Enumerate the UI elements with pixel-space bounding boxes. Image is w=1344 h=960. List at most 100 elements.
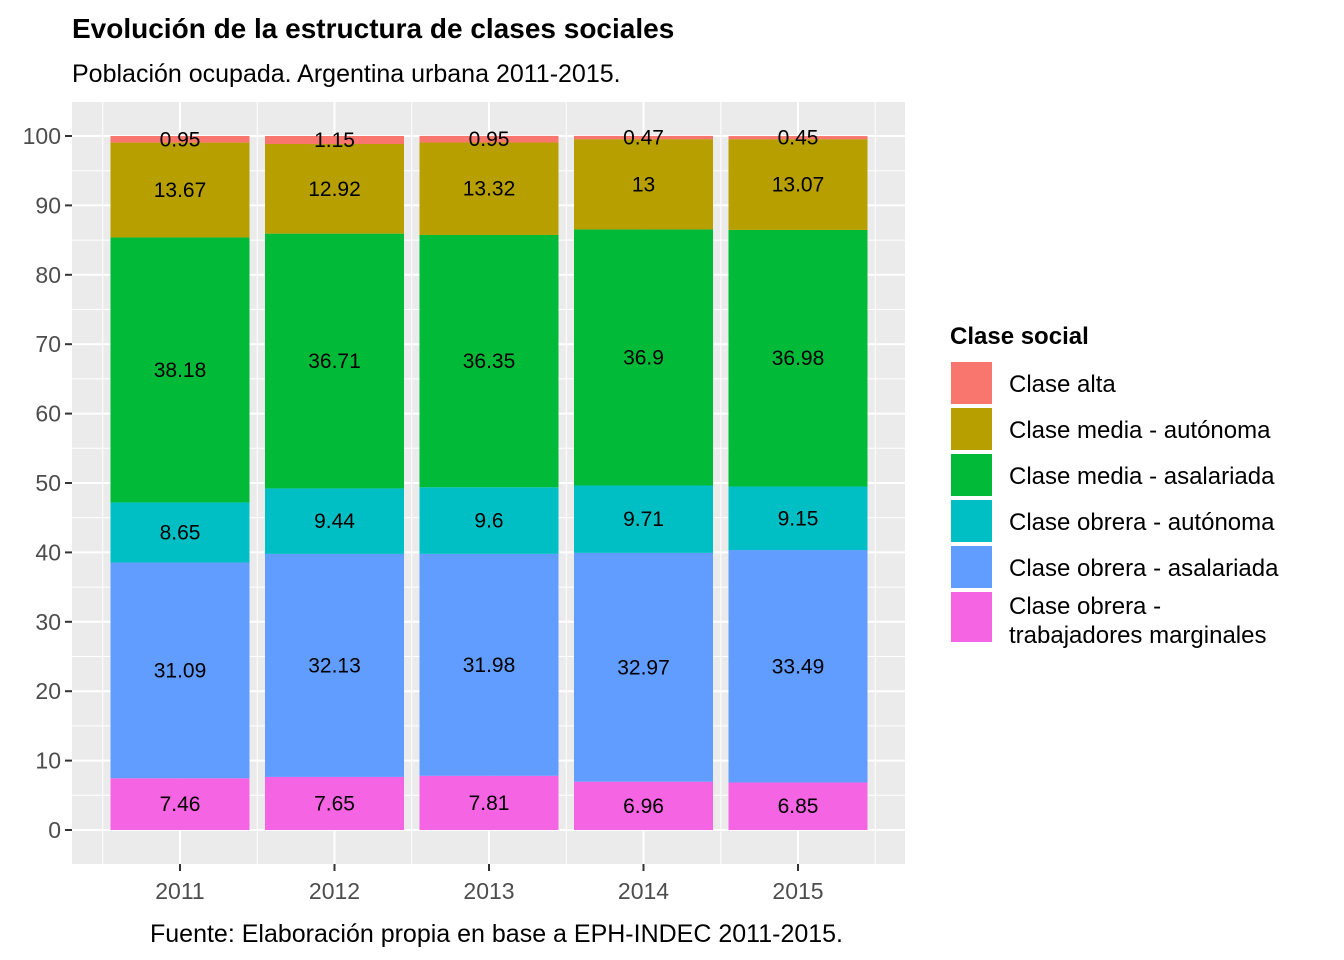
data-label: 9.15	[778, 507, 819, 530]
bar-segment	[728, 486, 868, 551]
x-tick-label: 2014	[618, 878, 669, 904]
legend-item: Clase obrera - asalariada	[949, 544, 1279, 590]
data-label: 33.49	[772, 655, 825, 678]
bar-segment	[110, 778, 250, 830]
data-label: 0.95	[160, 128, 201, 151]
bar-segment	[728, 136, 868, 140]
chart-title: Evolución de la estructura de clases soc…	[72, 13, 674, 44]
bar-segment	[419, 553, 559, 776]
legend-item: Clase obrera - autónoma	[949, 498, 1275, 544]
y-axis: 0 10 20 30 40 50 60 70 80 90 100	[23, 123, 72, 843]
bar-segment	[265, 776, 404, 830]
legend-item: Clase alta	[949, 360, 1116, 406]
chart-subtitle: Población ocupada. Argentina urbana 2011…	[72, 60, 621, 88]
x-tick-label: 2012	[309, 878, 360, 904]
bar-segment	[110, 136, 250, 143]
data-label: 12.92	[308, 178, 361, 201]
bar-segment	[265, 233, 404, 489]
legend-title: Clase social	[950, 323, 1089, 350]
bar-segment	[574, 229, 713, 486]
y-tick-label: 20	[35, 678, 61, 704]
bar-segment	[265, 143, 404, 234]
legend-key	[949, 544, 994, 590]
data-label: 36.9	[623, 346, 664, 369]
legend-item: Clase obrera -trabajadores marginales	[949, 590, 1266, 649]
y-tick-label: 80	[35, 262, 61, 288]
legend-key	[949, 498, 994, 544]
data-label: 0.95	[469, 128, 510, 151]
legend-key	[949, 590, 994, 644]
x-axis: 2011 2012 2013 2014 2015	[155, 864, 824, 904]
x-tick-label: 2015	[772, 878, 823, 904]
data-label: 32.13	[308, 654, 361, 677]
data-label: 0.47	[623, 127, 664, 150]
bar-segment	[574, 552, 713, 782]
bar-segment	[110, 502, 250, 563]
bar-segment	[265, 136, 404, 144]
data-label: 8.65	[160, 521, 201, 544]
data-label: 6.96	[623, 795, 664, 818]
y-tick-label: 90	[35, 192, 61, 218]
legend-item: Clase media - asalariada	[949, 452, 1275, 498]
data-label: 13.07	[772, 174, 825, 197]
data-labels: 7.46 31.09 8.65 38.18 13.67 0.95 7.65 32.13 9.44…	[154, 127, 825, 819]
data-label: 0.45	[778, 127, 819, 150]
y-tick-label: 60	[35, 401, 61, 427]
data-label: 7.46	[160, 793, 201, 816]
legend-item: Clase media - autónoma	[949, 406, 1271, 452]
y-tick-label: 70	[35, 331, 61, 357]
y-tick-label: 10	[35, 748, 61, 774]
data-label: 13.32	[463, 178, 516, 201]
bar-segment	[419, 135, 559, 143]
data-label: 31.98	[463, 654, 516, 677]
data-label: 13.67	[154, 179, 207, 202]
bar-segment	[574, 485, 713, 553]
data-label: 36.71	[308, 350, 361, 373]
bar-segment	[728, 782, 868, 830]
bar-segments	[110, 135, 868, 830]
data-label: 9.6	[474, 510, 503, 533]
bar-segment	[265, 488, 404, 554]
data-label: 36.35	[463, 350, 516, 373]
data-label: 6.85	[778, 795, 819, 818]
bar-segment	[728, 139, 868, 230]
data-label: 31.09	[154, 659, 207, 682]
bar-segment	[574, 135, 713, 140]
x-tick-label: 2011	[155, 878, 204, 904]
bar-segment	[110, 142, 250, 238]
legend-label: trabajadores marginales	[1009, 622, 1266, 649]
bar-segment	[419, 487, 559, 554]
data-label: 9.71	[623, 508, 664, 531]
x-tick-label: 2013	[463, 878, 514, 904]
data-label: 38.18	[154, 359, 207, 382]
y-tick-label: 0	[48, 817, 61, 843]
data-label: 1.15	[314, 129, 355, 152]
y-tick-label: 30	[35, 609, 61, 635]
legend-key	[949, 452, 994, 498]
data-label: 13	[632, 173, 655, 196]
legend-key	[949, 406, 994, 452]
bar-segment	[728, 229, 868, 487]
data-label: 36.98	[772, 347, 825, 370]
y-tick-label: 50	[35, 470, 61, 496]
bar-segment	[419, 775, 559, 830]
bar-segment	[265, 553, 404, 777]
legend-label: Clase media - autónoma	[1009, 417, 1271, 444]
bar-segment	[574, 139, 713, 230]
bar-segment	[419, 234, 559, 488]
y-tick-label: 100	[23, 123, 61, 149]
legend-label: Clase media - asalariada	[1009, 463, 1275, 490]
legend-label: Clase obrera - asalariada	[1009, 555, 1279, 582]
legend-label: Clase alta	[1009, 371, 1116, 398]
bar-segment	[728, 550, 868, 783]
legend-label: Clase obrera - autónoma	[1009, 509, 1275, 536]
legend-label: Clase obrera -	[1009, 593, 1161, 620]
legend: Clase social Clase alta Clase media - aut…	[949, 323, 1279, 649]
y-tick-label: 40	[35, 539, 61, 565]
bar-segment	[419, 142, 559, 235]
data-label: 7.81	[469, 792, 510, 815]
chart-caption: Fuente: Elaboración propia en base a EPH…	[150, 920, 843, 948]
bar-segment	[110, 562, 250, 779]
data-label: 9.44	[314, 510, 355, 533]
